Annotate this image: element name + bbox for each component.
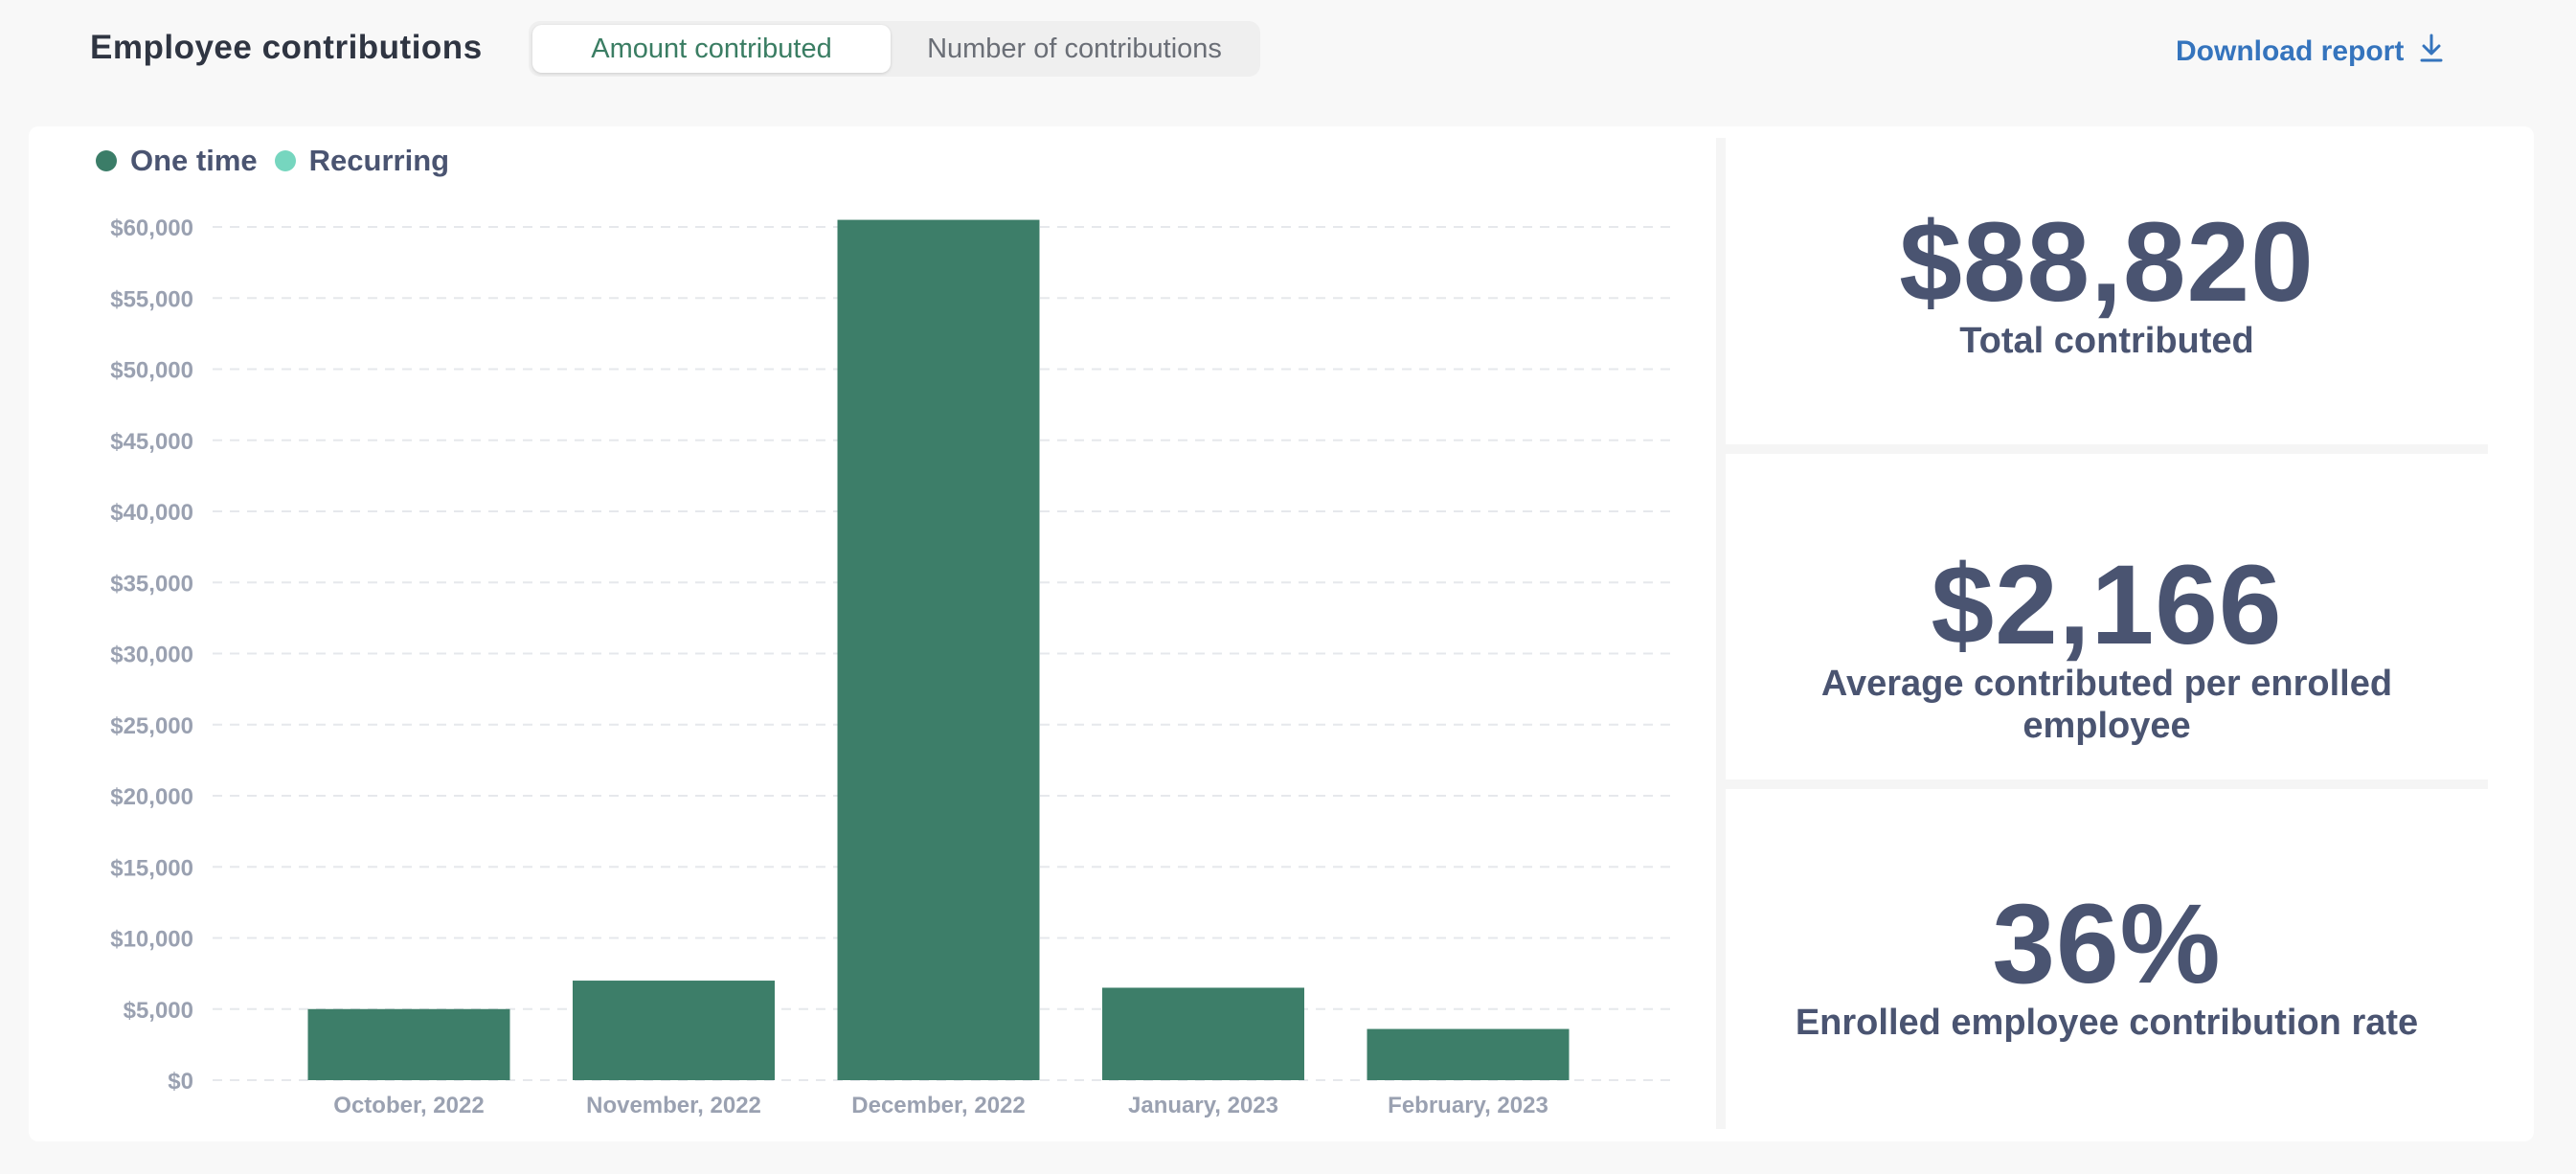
stat-total-value: $88,820 <box>1899 199 2315 326</box>
stats-panel: $88,820 Total contributed $2,166 Average… <box>1716 138 2497 1129</box>
page-title: Employee contributions <box>90 29 483 66</box>
y-tick-label: $15,000 <box>110 855 193 881</box>
bar-one-time[interactable] <box>307 1008 510 1080</box>
y-tick-label: $45,000 <box>110 429 193 455</box>
stat-average-contributed: $2,166 Average contributed per enrolled … <box>1726 473 2488 789</box>
page-header: Employee contributions Amount contribute… <box>0 0 2576 105</box>
legend-item-recurring[interactable]: Recurring <box>274 144 450 178</box>
stat-total-contributed: $88,820 Total contributed <box>1726 138 2488 454</box>
stat-average-value: $2,166 <box>1931 542 2283 668</box>
legend-dot-one-time <box>96 150 117 171</box>
tab-number-of-contributions[interactable]: Number of contributions <box>927 34 1222 64</box>
download-icon <box>2417 33 2446 71</box>
legend-item-one-time[interactable]: One time <box>96 144 258 178</box>
bar-one-time[interactable] <box>837 219 1040 1080</box>
stat-rate-label: Enrolled employee contribution rate <box>1795 1003 2419 1043</box>
legend-label-one-time: One time <box>130 144 258 177</box>
y-tick-label: $0 <box>168 1069 193 1095</box>
y-tick-label: $55,000 <box>110 286 193 312</box>
x-tick-label: January, 2023 <box>1128 1093 1278 1118</box>
tab-amount-contributed[interactable]: Amount contributed <box>532 25 891 73</box>
y-tick-label: $40,000 <box>110 500 193 526</box>
y-tick-label: $25,000 <box>110 713 193 739</box>
stat-average-label: Average contributed per enrolled employe… <box>1820 664 2393 746</box>
download-report-label: Download report <box>2176 35 2405 67</box>
bar-one-time[interactable] <box>1102 987 1304 1080</box>
x-tick-label: October, 2022 <box>333 1093 484 1118</box>
y-tick-label: $50,000 <box>110 358 193 384</box>
y-tick-label: $30,000 <box>110 643 193 668</box>
legend-label-recurring: Recurring <box>308 144 450 177</box>
y-tick-label: $10,000 <box>110 927 193 953</box>
stat-total-label: Total contributed <box>1959 321 2254 361</box>
chart-legend: One time Recurring <box>96 144 466 178</box>
bar-chart: $0 $5,000 $10,000 $15,000 $20,000 $25,000 $30,… <box>110 215 1671 1118</box>
panel-divider <box>1716 138 1726 1129</box>
y-tick-label: $35,000 <box>110 571 193 597</box>
bar-one-time[interactable] <box>1367 1028 1570 1080</box>
x-tick-label: February, 2023 <box>1388 1093 1548 1118</box>
metric-toggle: Amount contributed Number of contributio… <box>529 21 1260 77</box>
stat-rate-value: 36% <box>1992 881 2222 1007</box>
stat-contribution-rate: 36% Enrolled employee contribution rate <box>1726 812 2488 1128</box>
y-tick-label: $5,000 <box>124 998 193 1024</box>
download-report-button[interactable]: Download report <box>2176 33 2446 71</box>
y-tick-label: $20,000 <box>110 784 193 810</box>
legend-dot-recurring <box>274 150 296 171</box>
bar-one-time[interactable] <box>573 981 775 1080</box>
x-tick-label: December, 2022 <box>851 1093 1025 1118</box>
x-tick-label: November, 2022 <box>586 1093 761 1118</box>
y-tick-label: $60,000 <box>110 215 193 241</box>
